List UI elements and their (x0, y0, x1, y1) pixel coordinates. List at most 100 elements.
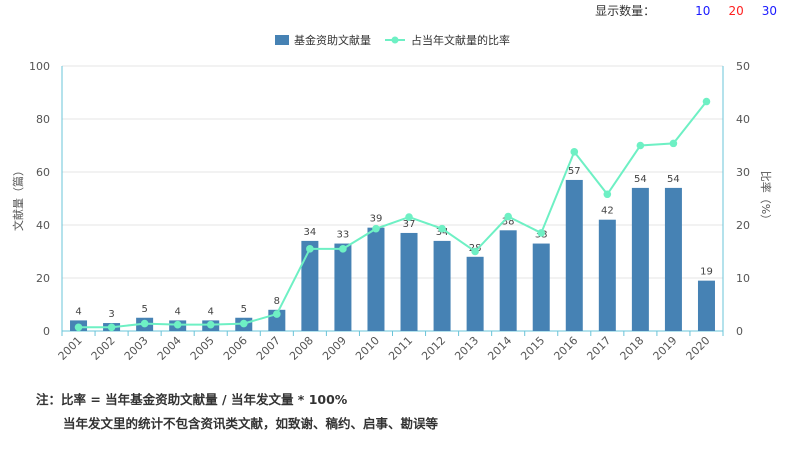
x-tick-label: 2011 (386, 334, 415, 363)
ratio-point (603, 190, 612, 199)
x-tick-label: 2008 (287, 334, 316, 363)
x-tick-label: 2003 (122, 334, 151, 363)
y2-tick-label: 10 (736, 272, 750, 285)
ratio-point (636, 141, 645, 150)
y2-tick-label: 0 (736, 325, 743, 338)
bar-value-label: 5 (141, 304, 147, 315)
bar-value-label: 4 (208, 306, 214, 317)
ratio-point (669, 139, 678, 148)
bar-value-label: 39 (370, 214, 383, 225)
x-tick-label: 2013 (452, 334, 481, 363)
x-tick-label: 2005 (188, 334, 217, 363)
ratio-point (372, 224, 380, 233)
bar (400, 232, 418, 331)
bar (367, 227, 385, 331)
line-series (74, 97, 711, 332)
ratio-point (239, 319, 248, 328)
bar-value-label: 33 (337, 230, 350, 241)
bar-value-label: 57 (568, 166, 581, 177)
x-tick-label: 2009 (320, 334, 349, 363)
legend-bar-swatch (275, 35, 289, 45)
bar (433, 240, 451, 331)
chart-legend: 基金资助文献量 占当年文献量的比率 (275, 33, 510, 47)
x-tick-label: 2012 (419, 334, 448, 363)
bar-value-label: 37 (403, 219, 416, 230)
bar-value-label: 54 (667, 174, 680, 185)
note-line-1: 注：比率 = 当年基金资助文献量 / 当年发文量 * 100% (36, 392, 348, 407)
bar (499, 230, 517, 331)
bar-value-label: 3 (108, 309, 114, 320)
y2-tick-label: 20 (736, 219, 750, 232)
ratio-line (78, 100, 708, 329)
bar-value-label: 42 (601, 206, 614, 217)
y-tick-label: 60 (36, 166, 50, 179)
ratio-point (306, 245, 314, 253)
x-tick-label: 2007 (254, 334, 283, 363)
display-count-option-20[interactable]: 20 (728, 3, 744, 18)
x-tick-label: 2018 (618, 334, 647, 363)
legend-line-label[interactable]: 占当年文献量的比率 (411, 33, 510, 47)
x-tick-label: 2004 (155, 334, 184, 363)
x-tick-label: 2002 (89, 334, 118, 363)
bar (334, 243, 352, 331)
bar (301, 240, 319, 331)
bar (631, 187, 649, 331)
display-count-label: 显示数量： (595, 4, 656, 18)
y-axis-title: 文献量（篇） (11, 165, 25, 231)
ratio-point (570, 148, 579, 156)
y-tick-label: 80 (36, 113, 50, 126)
bar (466, 256, 484, 331)
bar (598, 219, 616, 331)
display-count-selector: 显示数量： 10 20 30 (595, 2, 777, 19)
y-tick-label: 100 (29, 60, 50, 73)
x-tick-label: 2001 (56, 334, 85, 363)
legend-line-marker (391, 36, 399, 44)
ratio-point (273, 310, 281, 318)
combo-chart: 基金资助文献量 占当年文献量的比率 0 20 40 60 80 100 0 10 20 30 40 5… (11, 33, 773, 363)
x-tick-label: 2019 (651, 334, 680, 363)
ratio-point (702, 97, 711, 106)
x-tick-label: 2010 (353, 334, 382, 363)
bar-value-label: 38 (502, 216, 515, 227)
ratio-point (339, 245, 347, 253)
ratio-point (537, 229, 546, 237)
x-tick-label: 2014 (485, 334, 514, 363)
bar-value-label: 5 (241, 304, 247, 315)
x-tick-label: 2006 (221, 334, 250, 363)
x-tick-label: 2020 (684, 334, 713, 363)
bar-value-label: 19 (700, 267, 713, 278)
y-tick-label: 0 (43, 325, 50, 338)
bar (565, 179, 583, 331)
ratio-point (206, 320, 215, 329)
ratio-point (107, 323, 116, 332)
x-tick-label: 2016 (551, 334, 580, 363)
y-tick-label: 20 (36, 272, 50, 285)
bar (532, 243, 550, 331)
bar (664, 187, 682, 331)
ratio-point (173, 320, 182, 329)
ratio-point (140, 319, 149, 328)
ratio-point (471, 247, 479, 256)
bar-value-label: 54 (634, 174, 647, 185)
y2-axis-title: 比率（%） (759, 171, 773, 225)
note-line-2: 当年发文里的统计不包含资讯类文献，如致谢、稿约、启事、勘误等 (63, 416, 439, 431)
grid-lines (62, 65, 723, 279)
display-count-option-30[interactable]: 30 (761, 3, 777, 18)
legend-bar-label[interactable]: 基金资助文献量 (294, 33, 371, 47)
x-tick-label: 2017 (584, 334, 613, 363)
bar-value-label: 8 (274, 296, 280, 307)
ratio-point (438, 224, 446, 233)
y-tick-label: 40 (36, 219, 50, 232)
bar (697, 280, 715, 331)
bar-value-label: 34 (304, 227, 317, 238)
y2-tick-label: 30 (736, 166, 750, 179)
display-count-option-10[interactable]: 10 (695, 3, 711, 18)
bar-series: 435445834333937342838335742545419 (70, 166, 715, 331)
y2-tick-label: 50 (736, 60, 750, 73)
x-tick-label: 2015 (518, 334, 547, 363)
bar-value-label: 4 (174, 306, 180, 317)
ratio-point (74, 323, 83, 332)
ratio-point (504, 212, 512, 221)
ratio-point (405, 213, 413, 221)
